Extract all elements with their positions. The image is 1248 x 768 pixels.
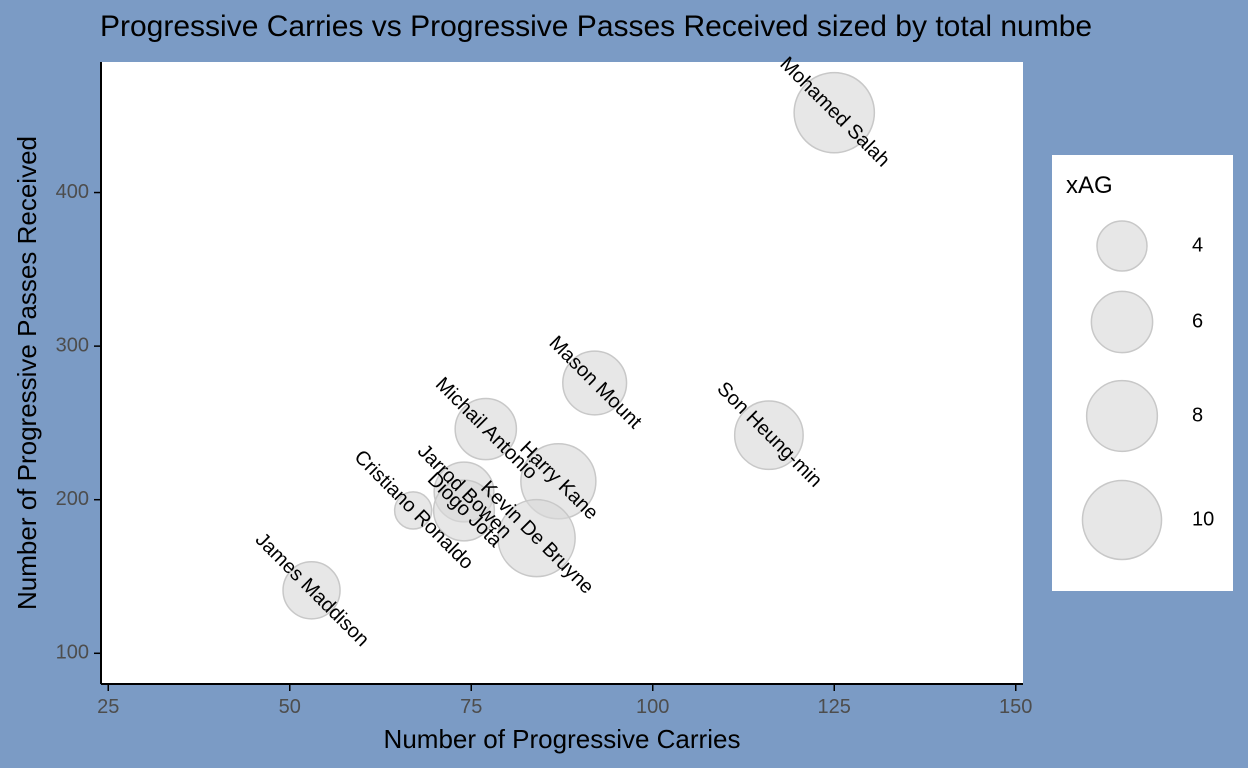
points-layer	[282, 71, 876, 620]
point-marker	[454, 397, 518, 461]
plot-panel	[101, 62, 1023, 684]
y-axis-ticks: 100 200 300 400	[56, 181, 101, 664]
x-tick-label: 125	[818, 696, 851, 718]
legend-marker	[1096, 220, 1148, 272]
point-marker	[733, 400, 804, 471]
y-tick-label: 200	[56, 488, 89, 510]
point-marker	[432, 479, 496, 542]
point-marker	[497, 498, 576, 578]
y-tick-label: 400	[56, 181, 89, 203]
x-tick-label: 100	[636, 696, 669, 718]
legend-entries: 4 6 8 10	[1081, 220, 1214, 561]
x-tick-label: 75	[460, 696, 482, 718]
x-tick-label: 50	[279, 696, 301, 718]
x-axis-ticks: 25 50 75 100 125 150	[97, 684, 1032, 718]
chart-title: Progressive Carries vs Progressive Passe…	[100, 10, 1093, 43]
legend-marker	[1090, 290, 1154, 354]
legend-marker	[1081, 479, 1163, 561]
legend-label: 8	[1192, 404, 1203, 426]
legend-label: 10	[1192, 508, 1214, 530]
y-tick-label: 100	[56, 642, 89, 664]
point-marker	[393, 491, 433, 530]
point-marker	[793, 71, 876, 154]
x-tick-label: 150	[999, 696, 1032, 718]
y-tick-label: 300	[56, 334, 89, 356]
y-axis-label: Number of Progressive Passes Received	[12, 136, 42, 610]
legend-title: xAG	[1066, 172, 1113, 199]
x-axis-label: Number of Progressive Carries	[384, 724, 741, 754]
legend-label: 4	[1192, 234, 1203, 256]
point-marker	[562, 350, 628, 416]
legend-label: 6	[1192, 310, 1203, 332]
legend-marker	[1085, 379, 1159, 453]
x-tick-label: 25	[97, 696, 119, 718]
point-marker	[282, 561, 341, 620]
